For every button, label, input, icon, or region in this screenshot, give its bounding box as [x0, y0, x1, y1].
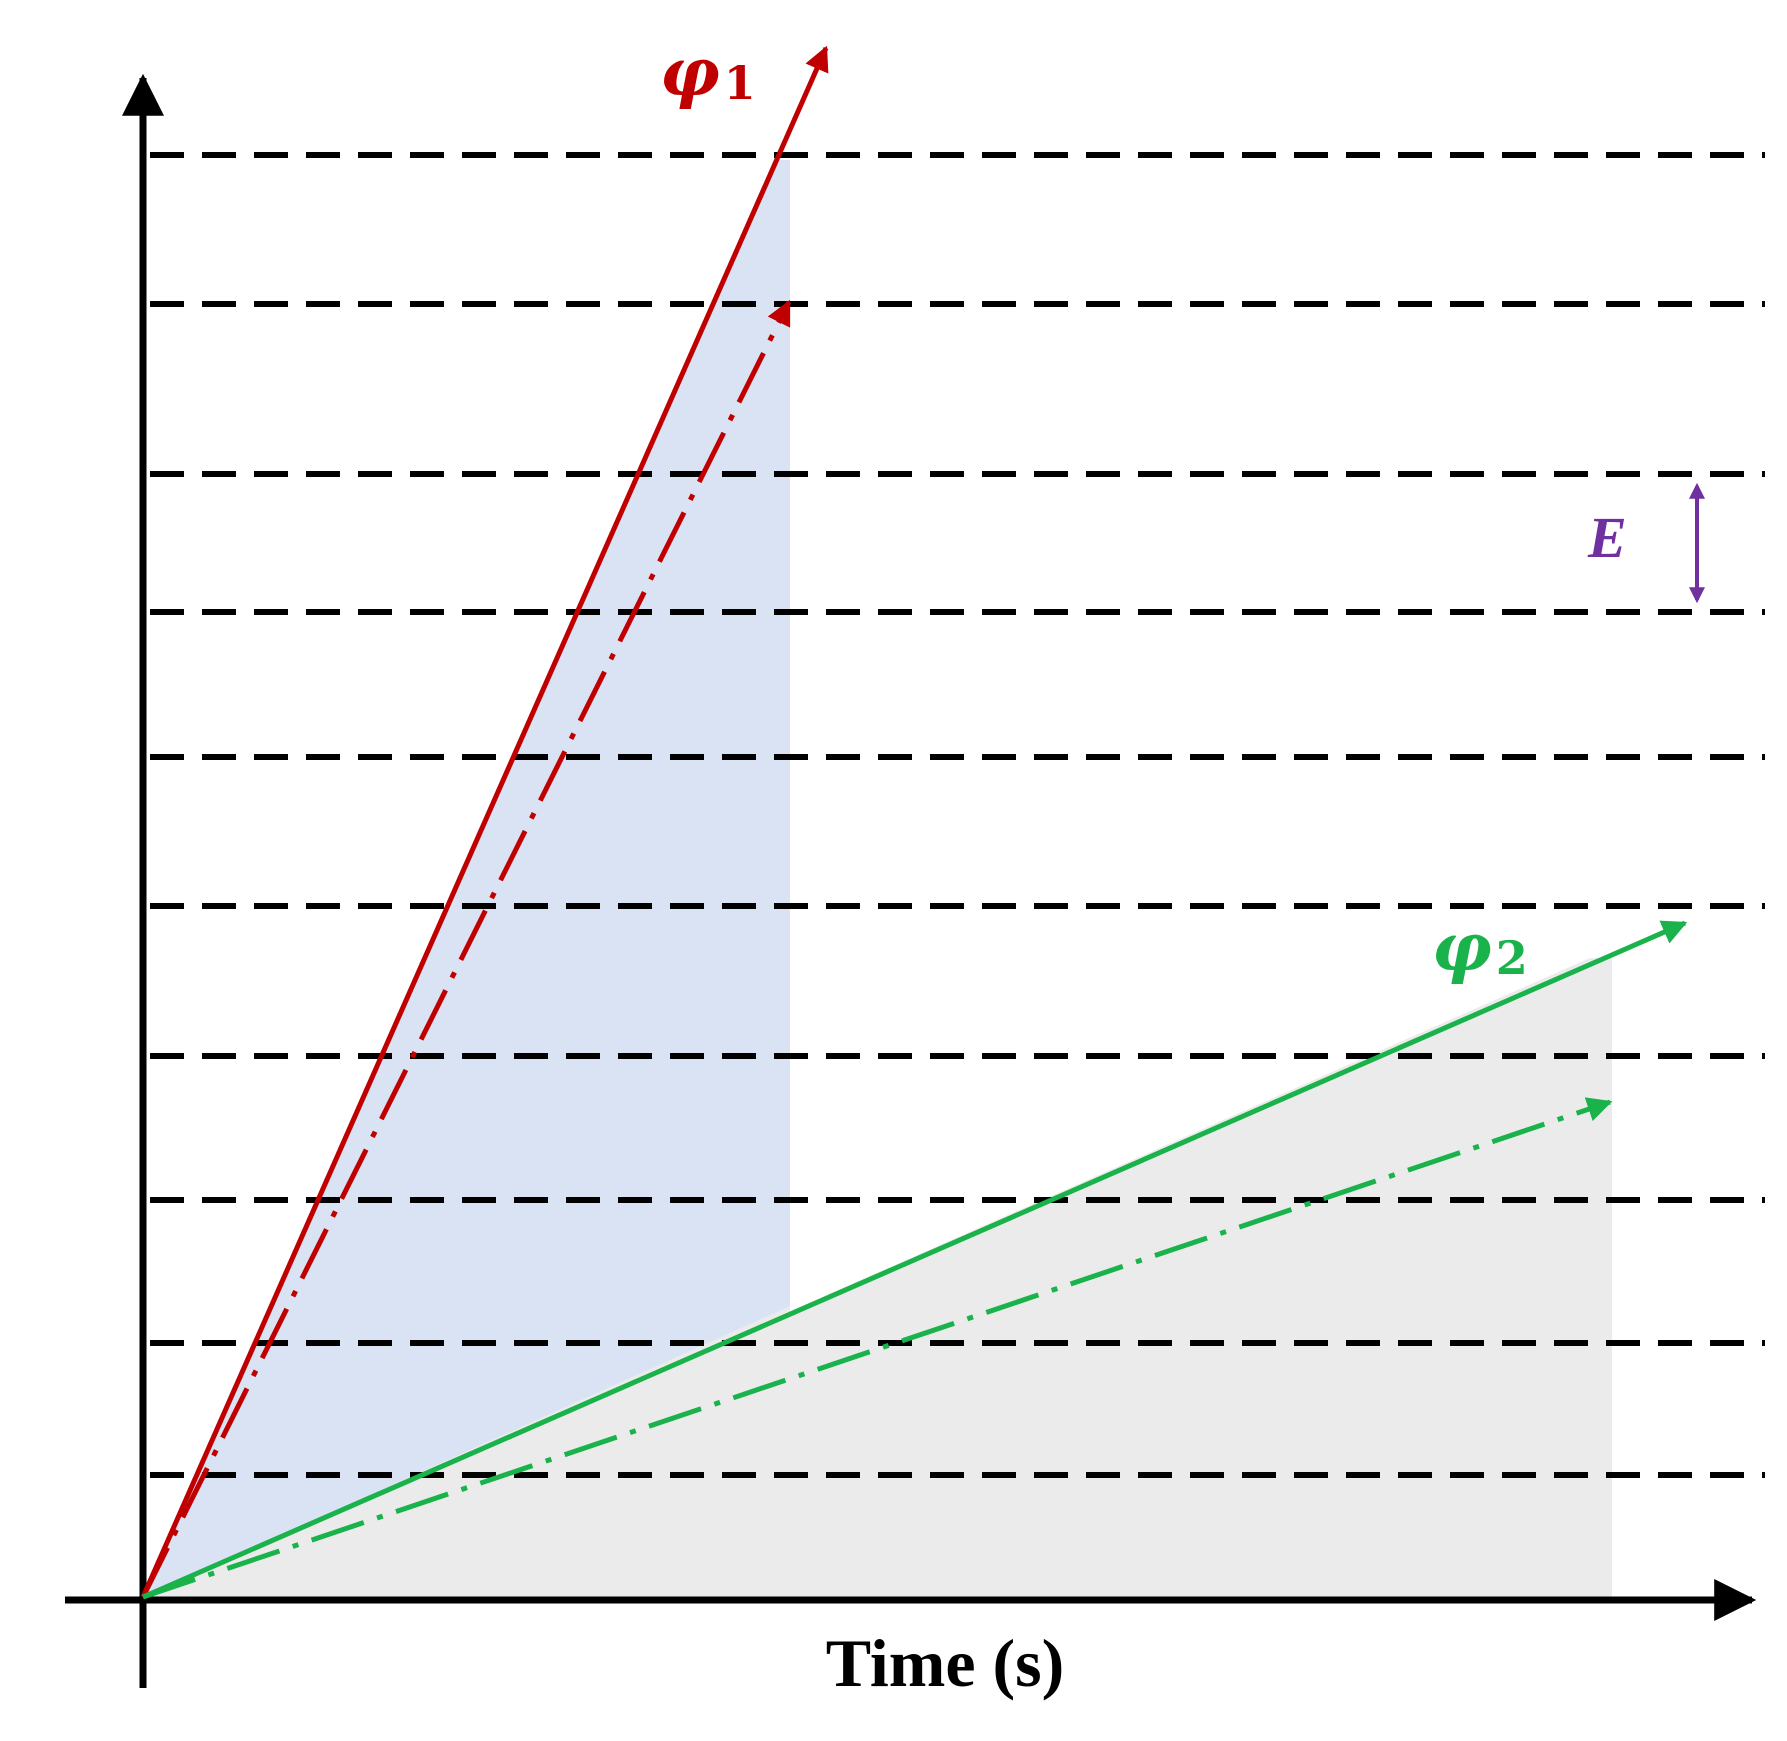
phi1-dashdot-line — [140, 299, 792, 1599]
x-axis-label: Time (s) — [826, 1625, 1065, 1701]
energy-spacing-label: E — [1587, 505, 1627, 570]
phi2-dashdot-line — [142, 1097, 1613, 1600]
phi1-label: φ1 — [660, 33, 756, 111]
phi2-label: φ2 — [1432, 908, 1528, 986]
phi1-solid-line — [140, 45, 829, 1599]
phi2-solid-line — [141, 920, 1688, 1600]
phi1-shaded-area — [143, 160, 790, 1597]
